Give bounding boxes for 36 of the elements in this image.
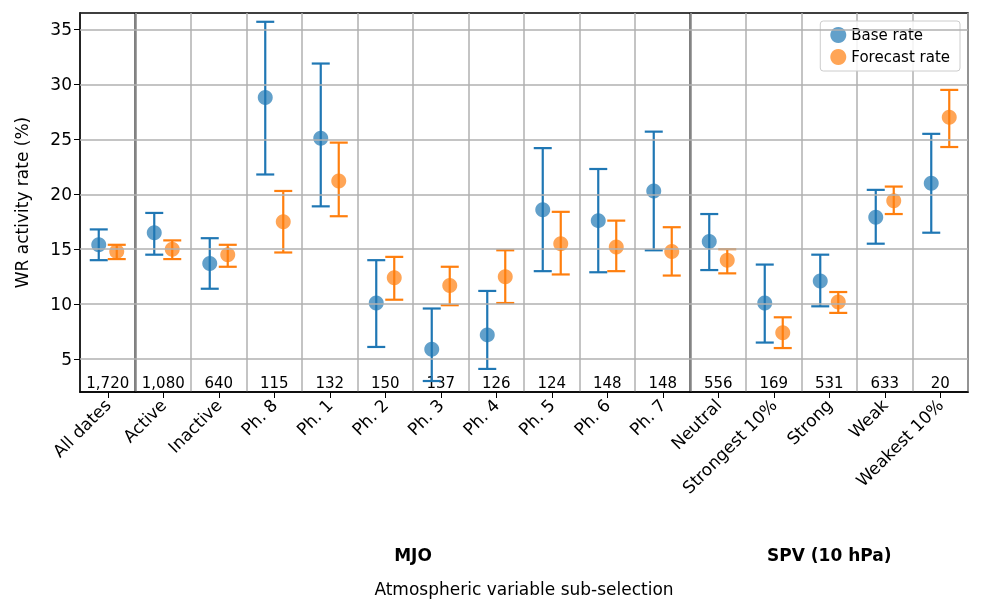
annotation: 1,080 <box>141 373 185 392</box>
x-tick-label: Ph. 8 <box>237 394 282 440</box>
annotation: 148 <box>592 373 622 392</box>
text: SPV (10 hPa) <box>767 545 892 565</box>
y-tick-label: 15 <box>50 239 72 260</box>
x-tick-label: Ph. 6 <box>570 394 615 440</box>
y-tick-label: 20 <box>50 184 72 205</box>
y-axis-title: WR activity rate (%) <box>11 116 32 289</box>
annotation: 531 <box>814 373 844 392</box>
y-tick-label: 30 <box>50 74 72 95</box>
y-tick-label: 5 <box>61 349 72 370</box>
legend-label: Forecast rate <box>851 48 951 66</box>
x-tick-label: Ph. 5 <box>514 394 559 440</box>
annotation: 20 <box>930 373 950 392</box>
annotation: 633 <box>870 373 900 392</box>
annotation: 1,720 <box>86 373 130 392</box>
text: MJO <box>394 545 432 565</box>
x-tick-label: Ph. 4 <box>459 394 504 440</box>
x-tick-label: Ph. 1 <box>292 394 337 440</box>
annotation: 132 <box>315 373 345 392</box>
y-tick-label: 35 <box>50 19 72 40</box>
annotation: 150 <box>370 373 400 392</box>
annotation: 126 <box>481 373 511 392</box>
annotation: 169 <box>759 373 789 392</box>
x-axis-title: Atmospheric variable sub-selection <box>374 578 674 599</box>
annotation: 556 <box>703 373 733 392</box>
annotation: 148 <box>648 373 678 392</box>
annotation: 115 <box>259 373 289 392</box>
y-tick-label: 25 <box>50 129 72 150</box>
legend-label: Base rate <box>851 26 924 44</box>
y-tick-label: 10 <box>50 294 72 315</box>
annotation: 124 <box>537 373 567 392</box>
x-tick-label: Ph. 2 <box>348 394 393 440</box>
x-tick-label: Ph. 3 <box>403 394 448 440</box>
x-tick-label: Ph. 7 <box>625 394 670 440</box>
annotation: 640 <box>204 373 234 392</box>
